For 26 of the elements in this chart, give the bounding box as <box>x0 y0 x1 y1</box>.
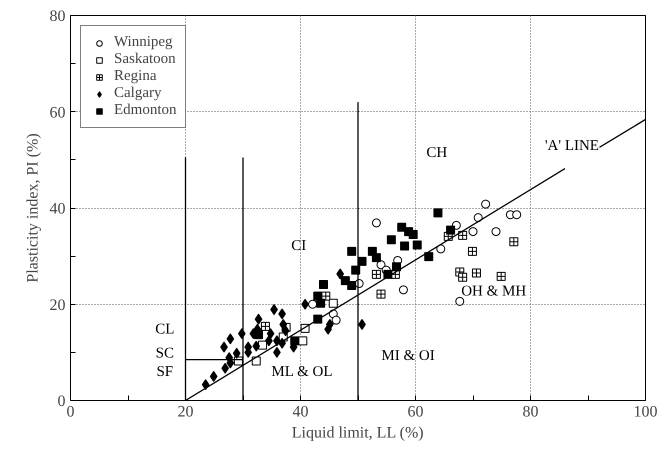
y-tick-label: 0 <box>58 393 66 410</box>
y-tick-label: 60 <box>50 104 66 122</box>
x-axis-title: Liquid limit, LL (%) <box>292 424 424 442</box>
y-axis-title: Plasticity index, PI (%) <box>24 133 42 283</box>
annotation: MI & OI <box>381 348 435 364</box>
legend-label: Calgary <box>114 85 162 102</box>
y-tick-label: 20 <box>50 296 66 314</box>
y-tick-label: 80 <box>50 8 66 25</box>
x-tick-label: 60 <box>408 404 424 420</box>
annotation: 'A' LINE <box>544 138 599 154</box>
annotation: SF <box>156 364 174 380</box>
annotation: SC <box>156 346 174 362</box>
annotation: CH <box>426 144 448 161</box>
legend-label: Edmonton <box>114 102 176 119</box>
y-tick-label: 40 <box>50 200 66 218</box>
x-tick-label: 20 <box>178 404 194 420</box>
legend-label: Winnipeg <box>114 34 173 51</box>
x-tick-label: 40 <box>292 404 308 420</box>
x-tick-label: 100 <box>634 404 658 420</box>
annotation: OH & MH <box>461 284 526 300</box>
annotation: ML & OL <box>271 364 333 380</box>
annotation: CI <box>291 238 306 254</box>
x-tick-label: 80 <box>522 404 538 420</box>
legend-label: Saskatoon <box>114 51 176 68</box>
legend-label: Regina <box>114 68 156 85</box>
annotation: CL <box>155 321 174 338</box>
